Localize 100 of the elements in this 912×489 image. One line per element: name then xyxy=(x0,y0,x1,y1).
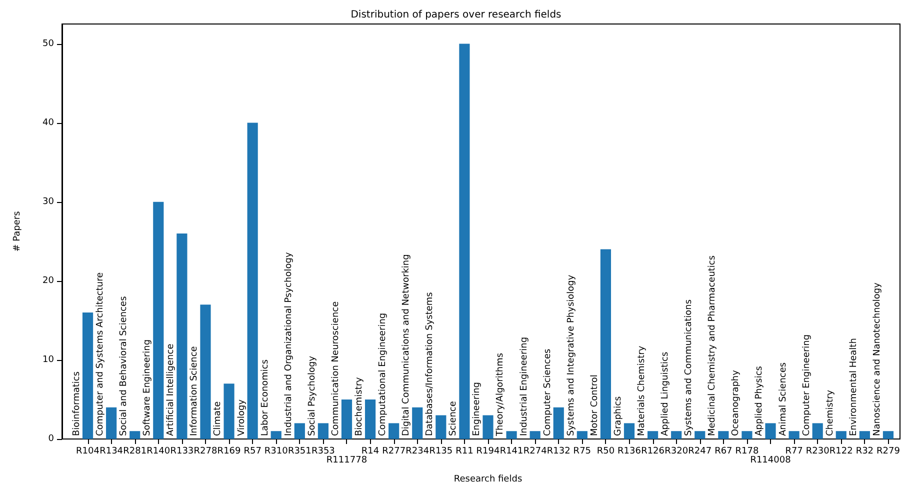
annotation: Industrial and Organizational Psychology xyxy=(284,252,294,436)
y-tick-label: 10 xyxy=(42,354,54,365)
x-tick-label: R67 xyxy=(714,446,732,456)
annotation: Climate xyxy=(213,400,224,436)
x-tick-label: R114008 xyxy=(750,456,792,466)
annotation: Environmental Health xyxy=(848,338,859,436)
annotation: Databases/Information Systems xyxy=(425,292,436,436)
x-tick-label: R57 xyxy=(244,446,262,456)
bar xyxy=(247,122,258,439)
bar xyxy=(153,202,164,439)
bar xyxy=(553,407,564,439)
annotation: Applied Linguistics xyxy=(660,352,671,436)
x-tick-label: R279 xyxy=(876,446,900,456)
bar xyxy=(294,423,305,439)
x-tick-label: R135 xyxy=(429,446,453,456)
annotation: Materials Chemistry xyxy=(637,345,648,436)
bar xyxy=(412,407,423,439)
x-tick-label: R136 xyxy=(618,446,642,456)
annotation: Industrial Engineering xyxy=(519,336,530,436)
y-axis-title: # Papers xyxy=(12,210,22,252)
annotation: Chemistry xyxy=(825,389,836,436)
y-tick-label: 40 xyxy=(42,118,54,128)
x-tick-label: R134 xyxy=(100,446,124,456)
bar xyxy=(436,415,446,439)
chart-title: Distribution of papers over research fields xyxy=(350,10,562,20)
annotation: Labor Economics xyxy=(260,359,270,436)
x-tick-label: R77 xyxy=(785,446,803,456)
x-tick-label: R104 xyxy=(76,446,100,456)
x-tick-label: R277 xyxy=(382,446,406,456)
bar xyxy=(364,399,376,439)
annotation: Systems and Integrative Physiology xyxy=(566,274,576,436)
bar xyxy=(82,312,94,439)
x-tick-label: R178 xyxy=(735,446,759,456)
annotation: Virology xyxy=(236,398,247,436)
annotation: Computer Engineering xyxy=(802,334,812,436)
y-tick-label: 50 xyxy=(42,38,54,49)
bar xyxy=(506,431,517,439)
bar xyxy=(341,399,352,439)
x-tick-label: R14 xyxy=(361,446,380,456)
annotation: Graphics xyxy=(613,396,624,436)
bar xyxy=(318,423,328,439)
x-tick-label: R11 xyxy=(456,446,474,456)
bar xyxy=(482,415,494,439)
x-tick-label: R320 xyxy=(664,446,688,456)
x-tick-label: R32 xyxy=(856,446,874,456)
bar xyxy=(388,423,400,439)
x-tick-label: R274 xyxy=(523,446,548,456)
y-tick-label: 0 xyxy=(48,434,54,444)
annotation: Applied Physics xyxy=(754,366,765,436)
x-tick-label: R122 xyxy=(829,446,853,456)
x-tick-label: R310 xyxy=(264,446,288,456)
bar xyxy=(459,44,470,439)
annotation: Computer Sciences xyxy=(542,348,553,436)
annotation: Nanoscience and Nanotechnology xyxy=(872,282,882,436)
x-tick-label: R194 xyxy=(476,446,500,456)
bar xyxy=(270,431,282,439)
bar xyxy=(624,423,635,439)
x-tick-label: R234 xyxy=(406,446,430,456)
bar xyxy=(224,384,234,439)
annotation: Biochemistry xyxy=(354,376,364,436)
x-tick-label: R353 xyxy=(311,446,335,456)
x-tick-label: R230 xyxy=(806,446,830,456)
x-tick-label: R133 xyxy=(170,446,194,456)
annotation: Communication Neuroscience xyxy=(330,300,341,436)
annotation: Digital Communications and Networking xyxy=(402,254,412,436)
bar xyxy=(765,423,776,439)
annotation: Computer and Systems Architecture xyxy=(96,272,106,436)
annotation: Theory/Algorithms xyxy=(496,352,506,437)
x-tick-label: R247 xyxy=(688,446,712,456)
x-tick-label: R169 xyxy=(217,446,242,456)
annotation: Bioinformatics xyxy=(72,371,82,436)
bar xyxy=(718,431,729,439)
annotation: Artificial Intelligence xyxy=(166,343,176,436)
bar xyxy=(130,431,140,439)
x-tick-label: R111778 xyxy=(326,456,368,466)
bar xyxy=(671,431,682,439)
bar xyxy=(106,407,117,439)
x-tick-label: R141 xyxy=(500,446,524,456)
x-tick-label: R50 xyxy=(596,446,615,456)
bar xyxy=(600,249,612,439)
y-tick-label: 20 xyxy=(42,276,54,286)
annotation: Motor Control xyxy=(590,374,600,436)
annotation: Oceanography xyxy=(731,369,742,436)
annotation: Engineering xyxy=(472,382,482,436)
annotation: Science xyxy=(448,400,459,436)
annotation: Software Engineering xyxy=(142,339,153,436)
bar xyxy=(812,423,823,439)
bar xyxy=(176,233,188,439)
bar xyxy=(530,431,540,439)
annotation: Systems and Communications xyxy=(684,299,694,436)
bar xyxy=(742,431,752,439)
annotation: Social and Behavioral Sciences xyxy=(119,296,130,436)
bar xyxy=(694,431,706,439)
annotation: Medicinal Chemistry and Pharmaceutics xyxy=(708,255,718,436)
x-tick-label: R126 xyxy=(641,446,665,456)
bar xyxy=(200,304,211,439)
x-tick-label: R75 xyxy=(573,446,592,456)
bar xyxy=(836,431,846,439)
x-tick-label: R278 xyxy=(194,446,218,456)
y-tick-label: 30 xyxy=(42,196,54,207)
